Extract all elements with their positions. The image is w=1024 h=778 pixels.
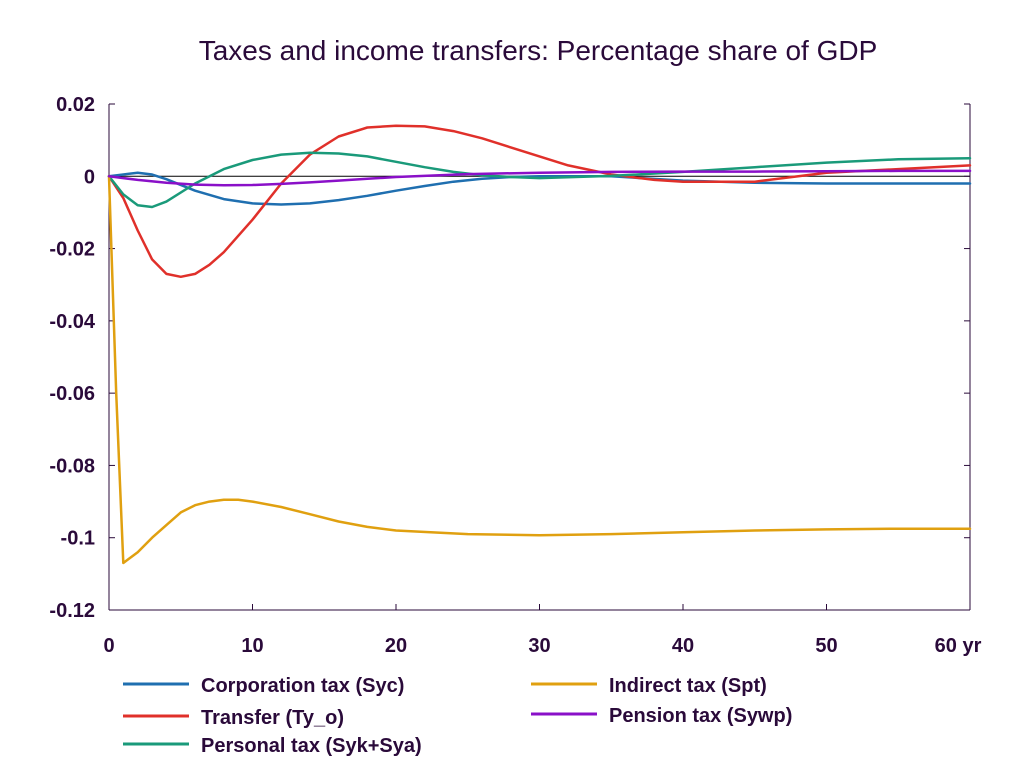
y-tick-label: -0.08	[49, 455, 95, 477]
axes: 0.02 0 -0.02 -0.04 -0.06 -0.08 -0.1 -0.12 0 10 20 3…	[49, 94, 981, 657]
series-line-indirect-tax-spt	[107, 175, 972, 565]
y-tick-label: -0.1	[61, 528, 95, 550]
legend: Corporation tax (Syc) Transfer (Ty_o) Pers…	[123, 675, 792, 757]
chart-title: Taxes and income transfers: Percentage s…	[199, 35, 878, 66]
legend-label: Indirect tax (Spt)	[609, 675, 767, 697]
x-tick-label: 60 yr	[935, 635, 982, 657]
legend-label: Corporation tax (Syc)	[201, 675, 404, 697]
y-tick-label: -0.06	[49, 383, 95, 405]
legend-label: Transfer (Ty_o)	[201, 707, 344, 729]
y-tick-label: -0.02	[49, 239, 95, 261]
x-tick-label: 40	[672, 635, 694, 657]
x-tick-label: 50	[815, 635, 837, 657]
x-tick-label: 10	[241, 635, 263, 657]
x-tick-label: 20	[385, 635, 407, 657]
series-layer	[107, 124, 972, 565]
series-line-transfer-ty-o	[107, 124, 972, 279]
x-tick-label: 0	[103, 635, 114, 657]
series-line-pension-tax-sywp	[107, 169, 972, 187]
x-tick-label: 30	[528, 635, 550, 657]
series-line-personal-tax-syk-sya	[107, 151, 972, 209]
y-tick-label: -0.12	[49, 600, 95, 622]
legend-label: Pension tax (Sywp)	[609, 705, 792, 727]
legend-label: Personal tax (Syk+Sya)	[201, 735, 422, 757]
y-tick-label: 0.02	[56, 94, 95, 116]
y-tick-label: 0	[84, 166, 95, 188]
y-tick-label: -0.04	[49, 311, 95, 333]
